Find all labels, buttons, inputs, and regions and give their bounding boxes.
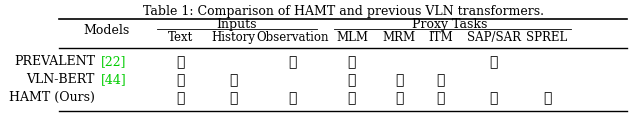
Text: ✓: ✓ — [436, 90, 445, 104]
Text: ✓: ✓ — [436, 72, 445, 86]
Text: PREVALENT: PREVALENT — [14, 55, 95, 68]
Text: HAMT (Ours): HAMT (Ours) — [9, 91, 95, 104]
Text: ✓: ✓ — [348, 72, 356, 86]
Text: ✓: ✓ — [177, 72, 185, 86]
Text: Proxy Tasks: Proxy Tasks — [412, 18, 487, 31]
Text: Text: Text — [168, 31, 193, 43]
Text: [44]: [44] — [100, 73, 127, 86]
Text: ✓: ✓ — [289, 90, 297, 104]
Text: SPREL: SPREL — [526, 31, 568, 43]
Text: SAP/SAR: SAP/SAR — [467, 31, 521, 43]
Text: ITM: ITM — [428, 31, 453, 43]
Text: MRM: MRM — [383, 31, 416, 43]
Text: Inputs: Inputs — [216, 18, 257, 31]
Text: MLM: MLM — [336, 31, 368, 43]
Text: Table 1: Comparison of HAMT and previous VLN transformers.: Table 1: Comparison of HAMT and previous… — [143, 5, 543, 18]
Text: ✓: ✓ — [177, 90, 185, 104]
Text: ✓: ✓ — [395, 72, 403, 86]
Text: ✓: ✓ — [289, 54, 297, 68]
Text: ✓: ✓ — [177, 54, 185, 68]
Text: ✓: ✓ — [348, 90, 356, 104]
Text: History: History — [212, 31, 256, 43]
Text: ✓: ✓ — [490, 90, 498, 104]
Text: ✓: ✓ — [543, 90, 551, 104]
Text: ✓: ✓ — [395, 90, 403, 104]
Text: ✓: ✓ — [348, 54, 356, 68]
Text: ✓: ✓ — [230, 90, 238, 104]
Text: ✓: ✓ — [230, 72, 238, 86]
Text: Observation: Observation — [257, 31, 329, 43]
Text: Models: Models — [84, 24, 130, 37]
Text: ✓: ✓ — [490, 54, 498, 68]
Text: [22]: [22] — [100, 55, 126, 68]
Text: VLN-BERT: VLN-BERT — [26, 73, 95, 86]
